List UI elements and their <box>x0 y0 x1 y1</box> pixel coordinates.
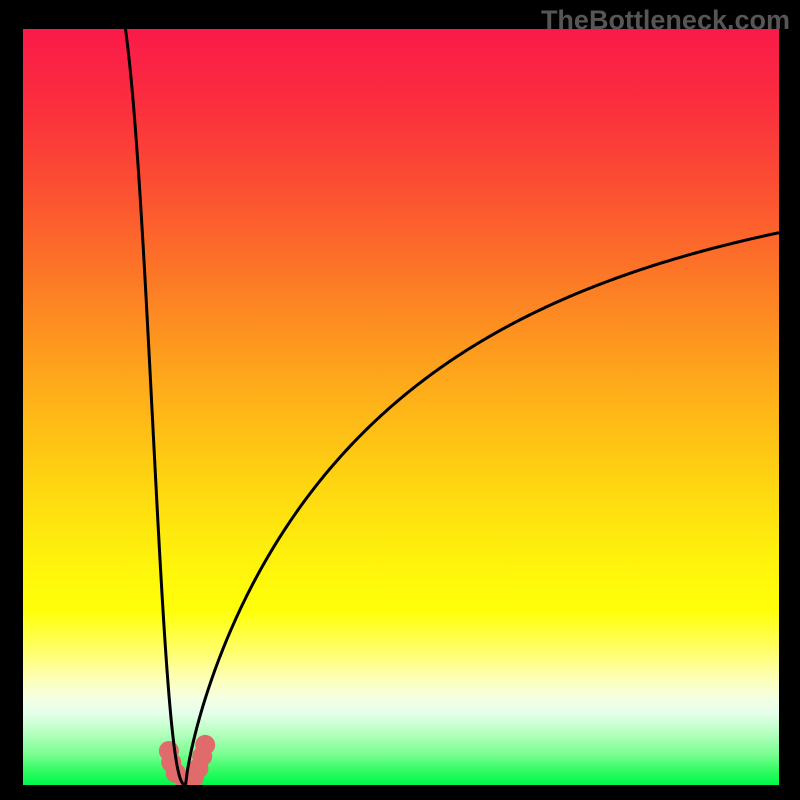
curve-overlay <box>0 0 800 800</box>
watermark-text: TheBottleneck.com <box>541 5 790 36</box>
bottleneck-curve <box>95 0 779 785</box>
cusp-marker <box>195 735 215 755</box>
chart-container: TheBottleneck.com <box>0 0 800 800</box>
